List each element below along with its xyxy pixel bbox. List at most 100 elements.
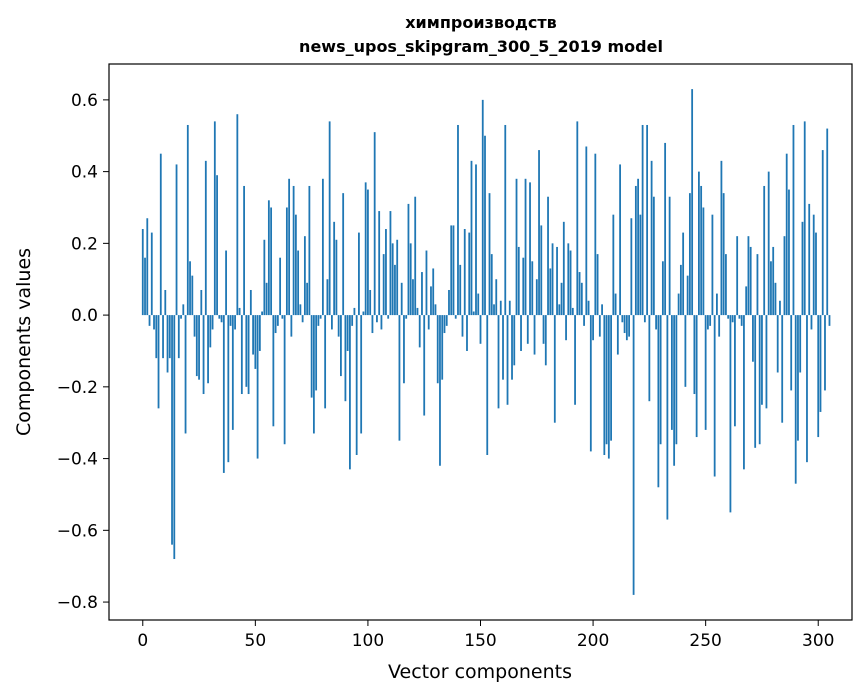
y-tick-label: −0.6 — [57, 521, 98, 541]
bar — [168, 315, 171, 359]
bar — [376, 315, 378, 323]
bar — [560, 282, 563, 316]
bar — [799, 315, 802, 373]
bar — [691, 89, 694, 316]
bar — [477, 293, 480, 316]
bar — [470, 160, 473, 316]
bar — [594, 153, 597, 316]
bar — [589, 315, 592, 452]
bar — [558, 304, 561, 316]
bars — [141, 89, 831, 595]
bar — [821, 150, 824, 316]
bar — [682, 232, 685, 316]
x-tick-label: 150 — [464, 631, 496, 651]
bar — [193, 315, 196, 337]
bar — [621, 315, 624, 323]
bar — [655, 315, 658, 330]
bar — [585, 146, 588, 316]
bar — [177, 315, 180, 359]
bar — [421, 272, 423, 316]
bar — [553, 315, 556, 423]
bar — [245, 315, 248, 387]
bar — [349, 315, 351, 470]
bar — [312, 315, 315, 434]
bar — [155, 315, 158, 359]
bar — [731, 315, 734, 323]
bar — [506, 315, 509, 405]
chart-title-line-1: химпроизводств — [405, 13, 557, 32]
bar — [407, 203, 410, 316]
y-axis-ticks: 0.6 0.4 0.2 0.0 −0.2 −0.4 −0.6 −0.8 — [57, 91, 109, 613]
bar — [819, 315, 822, 412]
bar — [790, 315, 793, 391]
bar — [333, 221, 336, 316]
bar — [173, 315, 176, 560]
bar — [713, 315, 716, 477]
y-tick-label: 0.4 — [71, 163, 98, 183]
bar — [319, 315, 322, 319]
x-axis-label: Vector components — [388, 661, 572, 683]
bar — [571, 307, 574, 316]
chart-title-line-2: news_upos_skipgram_300_5_2019 model — [299, 37, 663, 56]
bar — [679, 264, 682, 316]
bar — [522, 257, 525, 316]
bar — [238, 307, 241, 316]
bar — [364, 182, 367, 316]
bar — [531, 261, 534, 316]
bar — [306, 282, 309, 316]
bar — [513, 315, 516, 366]
bar — [677, 293, 680, 316]
x-tick-label: 250 — [689, 631, 721, 651]
bar — [529, 182, 531, 316]
y-tick-label: 0.6 — [71, 91, 98, 111]
bar — [337, 315, 340, 337]
bar — [461, 315, 464, 337]
bar — [249, 289, 252, 316]
bar — [770, 261, 772, 316]
bar — [157, 315, 160, 409]
bar — [225, 250, 227, 316]
bar — [412, 279, 414, 316]
bar — [607, 315, 610, 459]
bar — [396, 239, 399, 316]
bar — [360, 315, 363, 434]
bar — [355, 315, 358, 455]
bar — [213, 121, 216, 316]
bar — [164, 289, 167, 316]
bar — [493, 304, 495, 316]
bar — [598, 315, 601, 337]
bar — [198, 315, 200, 380]
bar — [162, 315, 164, 359]
bar — [436, 315, 439, 384]
bar — [745, 286, 748, 316]
bar — [229, 315, 232, 326]
bar — [794, 315, 797, 484]
bar — [643, 315, 646, 323]
bar — [418, 315, 421, 348]
bar — [540, 225, 543, 316]
plot-area-frame — [108, 63, 853, 621]
bar — [265, 282, 268, 316]
bar — [439, 315, 441, 466]
bar — [547, 196, 549, 316]
bar — [812, 214, 815, 316]
bar — [231, 315, 234, 430]
bar — [562, 221, 565, 316]
bar — [490, 254, 493, 316]
bar — [704, 315, 707, 430]
y-axis-label: Components values — [13, 248, 35, 436]
bar — [718, 315, 721, 337]
bar — [616, 315, 619, 355]
bar — [279, 257, 282, 316]
bar — [803, 121, 806, 316]
bar — [808, 203, 811, 316]
bar — [520, 315, 522, 351]
bar — [592, 315, 594, 341]
y-tick-label: −0.4 — [57, 450, 98, 470]
bar — [207, 315, 209, 384]
bar — [619, 164, 621, 316]
bar — [272, 315, 275, 427]
bar — [184, 315, 187, 434]
